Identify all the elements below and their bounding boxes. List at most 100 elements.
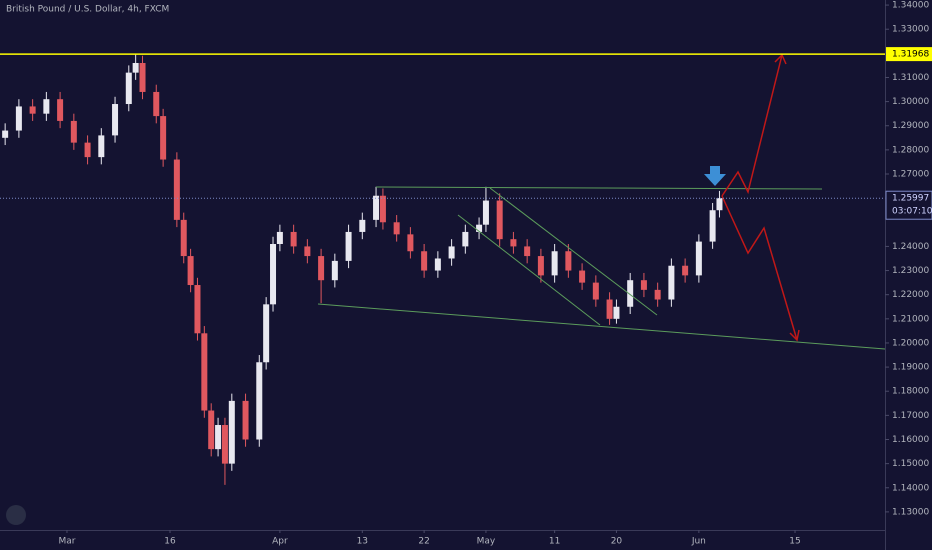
candle-body [15,106,22,131]
y-tick-label: 1.20000 [892,338,929,348]
candle-body [290,231,297,247]
candle-body [695,241,702,276]
arrow-head [774,53,787,65]
x-tick-label: May [477,537,496,547]
candle-body [2,130,9,138]
candle-body [359,219,366,232]
candle-body [434,258,441,271]
candle-body [43,99,50,114]
candle-body [187,256,194,286]
candle-body [263,304,270,363]
candle-body [221,425,228,464]
candle-body [84,142,91,158]
channel-line [457,214,601,326]
candle-body [510,239,517,247]
candle-body [524,246,531,257]
y-tick-label: 1.19000 [892,363,929,373]
trend-line [375,186,823,190]
candle-body [551,251,558,276]
candle-body [153,91,160,117]
x-tick-label: 15 [789,537,800,547]
candle-body [668,265,675,300]
projection-down [721,195,798,341]
candle-body [393,222,400,235]
y-tick-label: 1.17000 [892,411,929,421]
candle-body [215,425,222,450]
trend-line [317,303,886,350]
y-tick-label: 1.34000 [892,1,929,11]
candle-body [448,246,455,259]
candle-body [194,285,201,334]
x-tick-label: Apr [272,537,288,547]
y-tick-label: 1.30000 [892,97,929,107]
candle-body [160,116,167,160]
candle-body [579,270,586,283]
candle-body [627,280,634,307]
y-tick-label: 1.29000 [892,121,929,131]
plot [2,54,723,485]
candle-body [112,104,119,136]
y-tick-label: 1.23000 [892,266,929,276]
x-tick-label: 11 [549,537,560,547]
candle-body [208,410,215,450]
candle-body [70,120,77,143]
candle-body [57,99,64,121]
x-tick-label: 13 [357,537,368,547]
candle-body [462,231,469,247]
channel-line [489,187,658,316]
drawings [317,53,886,350]
countdown-label: 03:07:10 [892,207,932,217]
candle-body [682,265,689,276]
candle-body [345,231,352,261]
candle-body [565,251,572,271]
candle-body [29,106,36,114]
y-tick-label: 1.18000 [892,387,929,397]
candle-body [606,299,613,319]
projection-up [721,54,783,197]
resistance-label-bg [886,47,932,62]
x-tick-label: Mar [58,537,75,547]
x-tick-label: Jun [691,537,706,547]
arrow-head [789,329,800,342]
candle-body [613,306,620,319]
x-tick-label: 16 [164,537,176,547]
y-tick-label: 1.22000 [892,290,929,300]
candle-body [132,62,139,73]
candle-body [709,210,716,242]
x-tick-label: 20 [611,537,623,547]
candle-body [592,282,599,300]
logo [6,505,26,525]
candle-body [421,251,428,271]
y-tick-label: 1.28000 [892,145,929,155]
candle-body [716,198,723,211]
candle-body [180,219,187,257]
candle-body [318,256,325,281]
arrow-icon [704,166,726,186]
candle-body [270,244,277,305]
candle-body [98,135,105,158]
candle-body [379,195,386,223]
y-tick-label: 1.15000 [892,459,929,469]
candle-body [537,256,544,276]
y-tick-label: 1.21000 [892,314,929,324]
candle-body [139,62,146,92]
candle-body [228,400,235,464]
y-tick-label: 1.27000 [892,170,929,180]
candle-body [242,400,249,440]
candle-body [304,246,311,257]
candle-body [373,195,380,220]
y-tick-label: 1.16000 [892,435,929,445]
candle-body [173,159,180,220]
candle-body [276,231,283,245]
y-tick-label: 1.24000 [892,242,929,252]
resistance-label: 1.31968 [892,50,929,60]
candle-body [201,333,208,411]
candle-body [256,362,263,440]
y-tick-label: 1.13000 [892,507,929,517]
candle-body [407,234,414,252]
last-price-bg [885,190,932,220]
last-price-label: 1.25997 [892,194,929,204]
candle-body [476,224,483,232]
candle-body [496,200,503,240]
